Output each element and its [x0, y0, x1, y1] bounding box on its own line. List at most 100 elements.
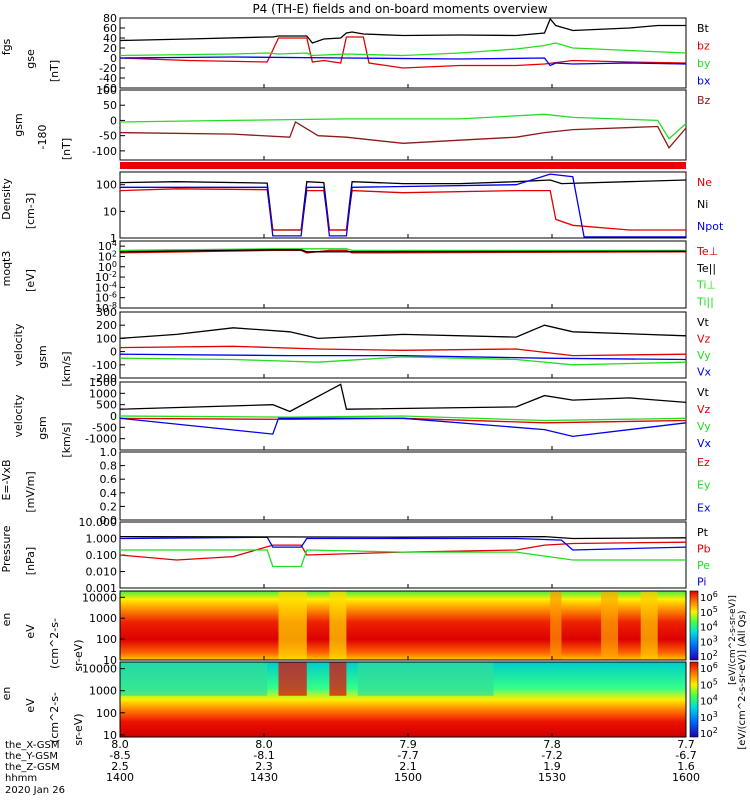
legend-entry: Vx [697, 366, 712, 379]
x-row-value: 7.9 [399, 738, 417, 751]
series-line-bx [119, 56, 687, 67]
y-tick-label: 40 [103, 32, 117, 45]
y-tick-label: 104 [98, 239, 117, 253]
legend-entry: bx [697, 75, 711, 88]
y-tick-label: 102 [98, 249, 117, 263]
y-tick-label: 10-6 [95, 291, 117, 305]
y-tick-label: 10 [103, 729, 117, 742]
y-tick-label: 10-2 [95, 270, 117, 284]
panel-frame [119, 240, 687, 309]
y-tick-label: -60 [99, 82, 117, 95]
y-axis-label-line: eV [24, 698, 37, 713]
x-row-value: 1400 [106, 771, 134, 784]
colorbar-label-inner: [eV/(cm^2-s-sr-eV)] [728, 595, 738, 685]
colorbar-tick-label: 102 [700, 726, 718, 740]
y-tick-label: 200 [96, 319, 117, 332]
y-axis-label: moqt3 [eV] [0, 251, 37, 292]
y-tick-label: 0 [110, 410, 117, 423]
y-axis-label: thepeimvelocitygsm[km/s] [0, 319, 73, 386]
y-axis-label-line: [nT] [60, 138, 73, 160]
y-tick-label: 0.0 [100, 514, 118, 527]
y-tick-label: 0.8 [100, 460, 118, 473]
series-line-g [119, 113, 687, 140]
legend-entry: Bt [697, 22, 710, 35]
y-tick-label: 10-4 [95, 280, 117, 294]
y-tick-label: 0.010 [86, 566, 118, 579]
legend-entry: Vz [697, 403, 711, 416]
y-tick-label: 20 [103, 42, 117, 55]
panel-frame [119, 311, 687, 379]
y-axis-label-line: sr-eV) [72, 713, 85, 745]
y-tick-label: -200 [92, 372, 117, 385]
y-axis-label-line: gse [24, 49, 37, 69]
y-axis-label: Density [cm-3] [0, 178, 37, 230]
series-line-Bt [119, 17, 686, 44]
series-line-by [119, 42, 687, 57]
colorbar-tick-label: 105 [700, 677, 718, 691]
panel-peir_eflux: 10000100010010thepeireneV(cm^2-s-sr-eV) [0, 590, 687, 672]
x-row-label: the_Z-GSM [5, 762, 60, 773]
chart-title: P4 (TH-E) fields and on-board moments ov… [252, 2, 547, 16]
legend-entry: by [697, 57, 711, 70]
series-line-Pe [120, 549, 686, 568]
y-tick-label: 0.6 [100, 473, 118, 486]
spectrogram-band [278, 591, 307, 660]
panel-peer_eflux: 10000100010010thepeereneV(cm^2-s-sr-eV) [0, 661, 687, 746]
legend-entry: Ex [697, 501, 711, 514]
colorbar-tick-label: 102 [700, 649, 718, 663]
x-row-value: -8.5 [109, 749, 130, 762]
series-line-Ne [119, 188, 686, 231]
y-tick-label: 100 [96, 707, 117, 720]
panels: 806040200-20-40-60thefgsgse[nT]Btbzbybx1… [0, 12, 724, 746]
y-tick-label: -40 [99, 72, 117, 85]
spectrogram-band [329, 662, 347, 696]
y-axis-label-line: peim [0, 319, 1, 347]
y-tick-label: 0 [110, 52, 117, 65]
y-tick-label: 300 [96, 306, 117, 319]
series-line-Vy [119, 415, 687, 422]
legend-entry: Pe [697, 559, 710, 572]
y-axis-label-line: Pressure [0, 525, 13, 572]
y-axis-label-line: (cm^2-s- [48, 692, 61, 743]
x-row-label: the_X-GSM [5, 740, 59, 751]
y-tick-label: 100 [96, 332, 117, 345]
status-bar [120, 162, 686, 169]
x-row-value: 1.9 [543, 760, 561, 773]
y-axis-label-line: [cm-3] [24, 193, 37, 229]
panel-frame [119, 590, 687, 661]
y-axis-label-line: [eV] [24, 269, 37, 292]
x-row-value: 7.7 [677, 738, 695, 751]
y-tick-label: 100 [96, 179, 117, 192]
colorbar-tick-label: 104 [700, 620, 718, 634]
panel-density: 100 10 1 Density [cm-3] Ne Ni Npot [0, 171, 724, 245]
x-row-label: hhmm [5, 773, 37, 784]
series-line-Pi [119, 536, 687, 551]
y-tick-label: 1.0 [100, 446, 118, 459]
y-tick-label: 1000 [89, 685, 117, 698]
y-tick-label: 1.000 [86, 533, 118, 546]
x-row-value: -8.1 [253, 749, 274, 762]
series-line-Pt [119, 535, 687, 540]
legend-entry: Pi [697, 576, 706, 589]
legend-entry: Ey [697, 479, 711, 492]
series-line-Vz [119, 345, 687, 357]
y-axis-label-line: en [0, 613, 13, 627]
x-row-value: 1600 [672, 771, 700, 784]
y-axis-label: thefgsgse[nT] [0, 38, 61, 82]
y-axis-label: thepeereneV(cm^2-s-sr-eV) [0, 687, 85, 746]
spectrogram-band [601, 591, 619, 660]
x-row-value: 1430 [250, 771, 278, 784]
x-row-value: 2.5 [111, 760, 129, 773]
y-axis-label-line: sr-eV) [72, 639, 85, 671]
legend-entry: Ni [697, 198, 708, 211]
y-axis-label-line: [km/s] [60, 351, 73, 386]
x-row-value: 8.0 [255, 738, 273, 751]
legend-entry: Ez [697, 456, 710, 469]
y-axis-label: thepeireneV(cm^2-s-sr-eV) [0, 613, 85, 672]
y-axis-label: thepeemvelocitygsm[km/s] [0, 388, 73, 457]
series-line-Vx [119, 417, 687, 438]
y-tick-label: 1000 [89, 387, 117, 400]
